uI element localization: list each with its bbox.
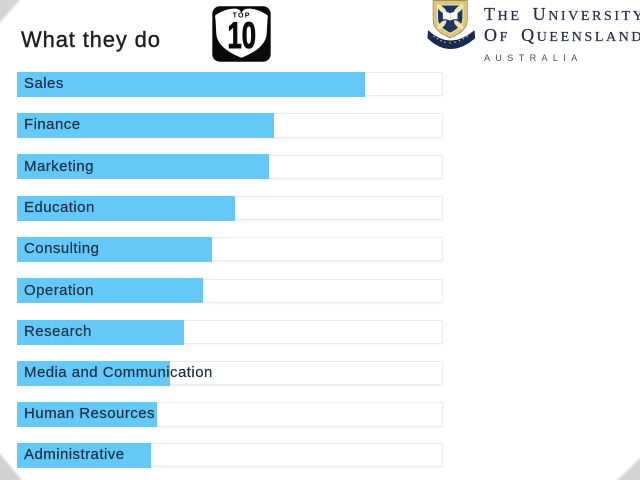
svg-text:10: 10 bbox=[228, 14, 256, 56]
svg-text:TOP: TOP bbox=[233, 13, 251, 20]
